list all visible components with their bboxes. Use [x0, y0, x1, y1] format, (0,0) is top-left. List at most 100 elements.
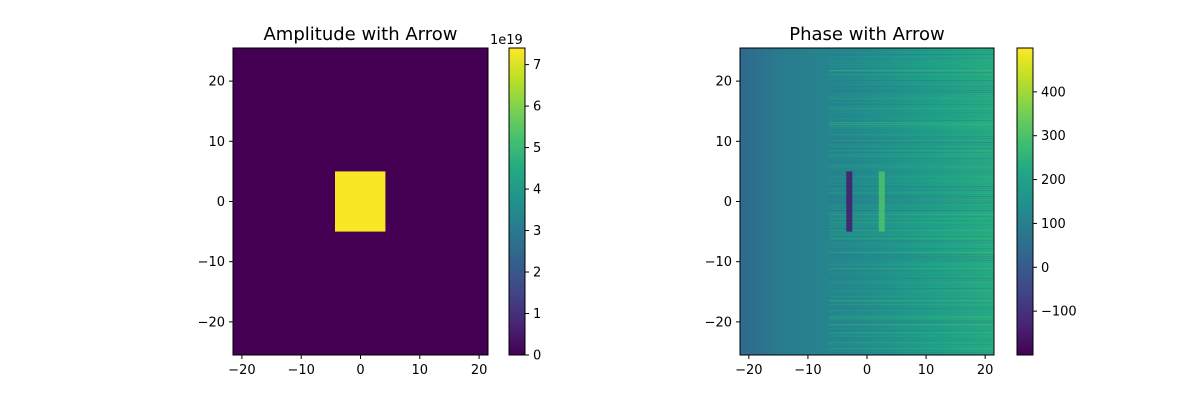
phase-noise-streak: [828, 60, 994, 62]
phase-x-tick-label: −20: [735, 363, 762, 378]
amplitude-title: Amplitude with Arrow: [263, 24, 457, 45]
amplitude-colorbar-offset: 1e19: [490, 33, 523, 48]
phase-colorbar-tick-label: 400: [1041, 85, 1066, 100]
amplitude-colorbar-tick-label: 0: [533, 349, 541, 364]
phase-noise-streak: [828, 248, 994, 250]
phase-noise-streak: [828, 196, 994, 198]
phase-noise-streak: [828, 296, 994, 298]
phase-noise-streak: [828, 56, 994, 58]
phase-noise-streak: [828, 130, 994, 132]
phase-noise-streak: [828, 108, 994, 110]
phase-colorbar-tick-label: 200: [1041, 173, 1066, 188]
phase-noise-streak: [828, 166, 994, 168]
phase-noise-streak: [828, 256, 994, 258]
phase-noise-streak: [828, 272, 994, 274]
amplitude-colorbar-tick-label: 4: [533, 183, 541, 198]
phase-noise-streak: [828, 270, 994, 272]
phase-noise-streak: [828, 112, 994, 114]
phase-noise-streak: [828, 146, 994, 148]
phase-noise-streak: [828, 300, 994, 302]
phase-noise-streak: [828, 350, 994, 352]
amplitude-x-tick-label: 20: [471, 363, 488, 378]
phase-noise-streak: [828, 254, 994, 256]
phase-noise-streak: [828, 288, 994, 290]
phase-noise-streak: [828, 320, 994, 322]
phase-noise-streak: [828, 326, 994, 328]
amplitude-x-tick-label: 0: [356, 363, 364, 378]
phase-noise-streak: [828, 302, 994, 304]
phase-noise-streak: [828, 198, 994, 200]
amplitude-colorbar-tick-label: 3: [533, 224, 541, 239]
phase-noise-streak: [828, 70, 994, 72]
phase-noise-streak: [828, 298, 994, 300]
amplitude-colorbar-tick-label: 6: [533, 100, 541, 115]
phase-noise-streak: [828, 230, 994, 232]
phase-noise-streak: [828, 142, 994, 144]
phase-noise-streak: [828, 294, 994, 296]
phase-x-tick-label: −10: [794, 363, 821, 378]
phase-noise-streak: [828, 72, 994, 74]
phase-noise-streak: [828, 324, 994, 326]
phase-noise-streak: [828, 110, 994, 112]
amplitude-y-tick-label: 0: [217, 195, 225, 210]
phase-y-tick-label: −10: [705, 255, 732, 270]
phase-noise-streak: [828, 246, 994, 248]
phase-noise-streak: [828, 158, 994, 160]
phase-noise-streak: [828, 250, 994, 252]
phase-noise-streak: [828, 92, 994, 94]
phase-noise-streak: [828, 76, 994, 78]
phase-noise-streak: [828, 206, 994, 208]
phase-noise-streak: [828, 220, 994, 222]
phase-noise-streak: [828, 344, 994, 346]
phase-noise-streak: [828, 140, 994, 142]
amplitude-colorbar-tick-label: 5: [533, 141, 541, 156]
phase-noise-streak: [828, 104, 994, 106]
phase-noise-streak: [828, 292, 994, 294]
phase-noise-streak: [828, 186, 994, 188]
phase-noise-streak: [828, 84, 994, 86]
phase-noise-streak: [828, 266, 994, 268]
phase-noise-streak: [828, 200, 994, 202]
phase-noise-streak: [828, 202, 994, 204]
phase-noise-streak: [828, 240, 994, 242]
phase-noise-streak: [828, 170, 994, 172]
phase-noise-streak: [828, 80, 994, 82]
phase-noise-streak: [828, 62, 994, 64]
phase-x-tick-label: 10: [918, 363, 935, 378]
phase-noise-streak: [828, 180, 994, 182]
phase-noise-streak: [828, 86, 994, 88]
phase-noise-streak: [828, 204, 994, 206]
amplitude-colorbar-tick-label: 2: [533, 266, 541, 281]
phase-noise-streak: [828, 244, 994, 246]
amplitude-colorbar-tick-label: 7: [533, 58, 541, 73]
phase-noise-streak: [828, 94, 994, 96]
phase-noise-streak: [828, 236, 994, 238]
phase-noise-streak: [828, 332, 994, 334]
phase-noise-streak: [828, 96, 994, 98]
phase-noise-streak: [828, 64, 994, 66]
phase-noise-streak: [828, 314, 994, 316]
phase-noise-streak: [828, 268, 994, 270]
phase-noise-streak: [828, 164, 994, 166]
phase-noise-streak: [828, 182, 994, 184]
phase-panel: Phase with Arrow −20 −10 0 10 20 −20−1001020…: [705, 24, 1077, 378]
phase-noise-streak: [828, 184, 994, 186]
phase-x-tick-label: 0: [863, 363, 871, 378]
phase-heatmap-background: [740, 48, 994, 355]
amplitude-colorbar: [508, 47, 526, 356]
phase-noise-streak: [828, 252, 994, 254]
phase-noise-streak: [828, 122, 994, 124]
phase-noise-streak: [828, 48, 994, 50]
phase-dark-stripe: [846, 171, 853, 232]
phase-noise-streak: [828, 106, 994, 108]
phase-colorbar-tick-label: 300: [1041, 129, 1066, 144]
phase-noise-streak: [828, 276, 994, 278]
phase-noise-streak: [828, 318, 994, 320]
amplitude-y-tick-label: −20: [198, 315, 225, 330]
phase-title: Phase with Arrow: [789, 24, 945, 45]
phase-noise-streak: [828, 228, 994, 230]
phase-noise-streak: [828, 282, 994, 284]
phase-noise-streak: [828, 132, 994, 134]
phase-noise-streak: [828, 258, 994, 260]
